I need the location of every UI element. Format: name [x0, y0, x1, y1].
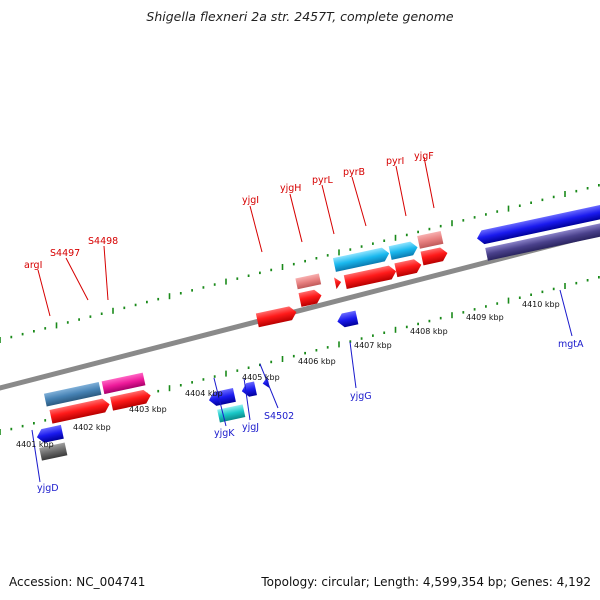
gene-S4497[interactable]: [101, 372, 146, 395]
label-argI: argI: [24, 260, 42, 271]
gene-yjgF-red[interactable]: [420, 246, 449, 266]
gene-pyrI[interactable]: [388, 240, 419, 260]
label-yjgI: yjgI: [242, 195, 259, 206]
label-S4498: S4498: [88, 236, 118, 247]
gene-S4502[interactable]: [261, 376, 270, 390]
gene-argI[interactable]: [43, 382, 102, 407]
label-yjgJ: yjgJ: [242, 422, 259, 433]
label-mgtA: mgtA: [558, 339, 584, 350]
scale-label: 4410 kbp: [522, 300, 560, 309]
gene-yjgD[interactable]: [35, 424, 64, 444]
accession-text: Accession: NC_004741: [9, 575, 146, 589]
gene-gray[interactable]: [39, 442, 68, 461]
label-yjgH: yjgH: [280, 183, 301, 194]
scale-label: 4407 kbp: [354, 341, 392, 350]
gene-mgtA-blue[interactable]: [476, 203, 600, 246]
map-title: Shigella flexneri 2a str. 2457T, complet…: [146, 9, 454, 24]
gene-pyrB-red[interactable]: [343, 264, 398, 289]
gene-yjgG[interactable]: [336, 310, 359, 329]
genome-summary-text: Topology: circular; Length: 4,599,354 bp…: [261, 575, 591, 589]
label-S4502: S4502: [264, 411, 294, 422]
label-pyrI: pyrI: [386, 156, 404, 167]
label-yjgG: yjgG: [350, 391, 372, 402]
forward-tick-row: [0, 184, 600, 343]
label-yjgD: yjgD: [37, 483, 59, 494]
label-pyrL: pyrL: [312, 175, 334, 186]
gene-yjgI-partner[interactable]: [295, 273, 322, 290]
gene-mgtA[interactable]: [485, 221, 600, 261]
gene-yjgH[interactable]: [298, 289, 323, 307]
scale-label: 4408 kbp: [410, 327, 448, 336]
label-S4497: S4497: [50, 248, 80, 259]
forward-labels: argI S4497 S4498 yjgI yjgH pyrL pyrB pyr…: [24, 151, 435, 317]
gene-yjgF[interactable]: [417, 230, 444, 249]
gene-pyrI-red[interactable]: [394, 258, 422, 278]
gene-pyrL[interactable]: [334, 276, 342, 290]
gene-yjgJ[interactable]: [240, 381, 257, 398]
gene-yjgK[interactable]: [208, 388, 236, 407]
scale-label: 4405 kbp: [242, 373, 280, 382]
gene-red-2[interactable]: [110, 389, 152, 411]
scale-label: 4401 kbp: [16, 440, 54, 449]
label-yjgF: yjgF: [414, 151, 434, 162]
scale-label: 4409 kbp: [466, 313, 504, 322]
reverse-labels: yjgD yjgK yjgJ S4502 yjgG mgtA: [31, 289, 584, 494]
scale-label: 4404 kbp: [185, 389, 223, 398]
gene-S4498[interactable]: [49, 397, 111, 424]
gene-yjgI[interactable]: [255, 305, 298, 328]
scale-label: 4402 kbp: [73, 423, 111, 432]
label-pyrB: pyrB: [343, 167, 365, 178]
scale-label: 4403 kbp: [129, 405, 167, 414]
genome-backbone: [0, 230, 600, 391]
scale-label: 4406 kbp: [298, 357, 336, 366]
gene-pyrB[interactable]: [332, 246, 391, 272]
label-yjgK: yjgK: [214, 428, 235, 439]
scale-labels: 4401 kbp 4402 kbp 4403 kbp 4404 kbp 4405…: [16, 300, 560, 449]
